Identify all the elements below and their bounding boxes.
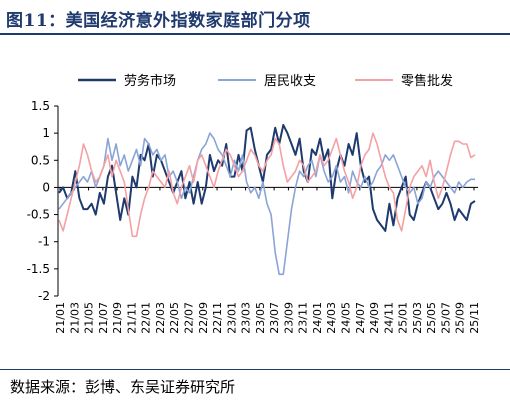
x-tick-label: 22/11	[211, 302, 224, 334]
legend-label: 劳务市场	[124, 73, 176, 89]
x-tick-label: 25/07	[439, 302, 452, 334]
series-line-2	[58, 132, 475, 276]
x-tick-label: 25/05	[425, 302, 438, 334]
x-tick-label: 24/05	[340, 302, 353, 334]
y-tick-label: 1	[42, 126, 50, 140]
x-tick-label: 25/11	[468, 302, 481, 334]
axes: -2 -1.5 -1 -0.5 0 0.5 1 1.5	[27, 99, 478, 303]
series-line-3	[58, 132, 476, 238]
x-tick-label: 22/01	[140, 302, 153, 334]
x-tick-label: 23/05	[254, 302, 267, 334]
title-rule	[0, 33, 510, 35]
figure-title: 图11：美国经济意外指数家庭部门分项	[6, 11, 311, 31]
x-tick-label: 23/07	[268, 302, 281, 334]
x-tick-label: 23/03	[240, 302, 253, 334]
x-tick-label: 25/09	[454, 302, 467, 334]
x-tick-label: 25/01	[397, 302, 410, 334]
x-tick-label: 21/09	[111, 302, 124, 334]
x-tick-label: 21/05	[83, 302, 96, 334]
y-tick-label: 1.5	[31, 99, 50, 113]
y-tick-label: -2	[38, 289, 50, 303]
legend: 劳务市场 居民收支 零售批发	[78, 73, 453, 89]
x-tick-label: 24/09	[368, 302, 381, 334]
series-line-1	[58, 124, 476, 232]
source-note: 数据来源：彭博、东吴证券研究所	[10, 378, 236, 396]
x-tick-label: 24/11	[382, 302, 395, 334]
x-tick-label: 21/01	[54, 302, 67, 334]
x-tick-label: 22/07	[182, 302, 195, 334]
legend-label: 居民收支	[264, 74, 316, 89]
title-bar: 图11：美国经济意外指数家庭部门分项	[0, 0, 510, 35]
x-tick-label: 24/03	[325, 302, 338, 334]
x-tick-label: 24/07	[354, 302, 367, 334]
source-rule	[0, 369, 510, 370]
series-layer	[58, 124, 476, 276]
legend-label: 零售批发	[401, 73, 453, 89]
y-tick-label: 0	[42, 180, 50, 194]
x-tick-label: 21/11	[125, 302, 138, 334]
x-tick-label: 21/07	[97, 302, 110, 334]
y-tick-label: -1.5	[27, 262, 50, 276]
line-chart: 劳务市场 居民收支 零售批发 -2-1.5-1-0.500.511.5 21/01 2…	[27, 73, 481, 334]
x-tick-label: 25/03	[411, 302, 424, 334]
x-tick-label: 23/11	[297, 302, 310, 334]
y-tick-label: 0.5	[31, 153, 50, 167]
x-tick-label: 23/01	[225, 302, 238, 334]
x-tick-label: 21/03	[68, 302, 81, 334]
x-tick-label: 22/03	[154, 302, 167, 334]
x-tick-label: 22/09	[197, 302, 210, 334]
x-tick-labels: 21/01 21/03 21/05 21/07 21/09 21/11 22/01 22/03…	[54, 302, 481, 334]
x-tick-label: 22/05	[168, 302, 181, 334]
x-tick-label: 23/09	[282, 302, 295, 334]
y-tick-label: -0.5	[27, 208, 50, 222]
y-tick-label: -1	[38, 235, 50, 249]
x-tick-label: 24/01	[311, 302, 324, 334]
